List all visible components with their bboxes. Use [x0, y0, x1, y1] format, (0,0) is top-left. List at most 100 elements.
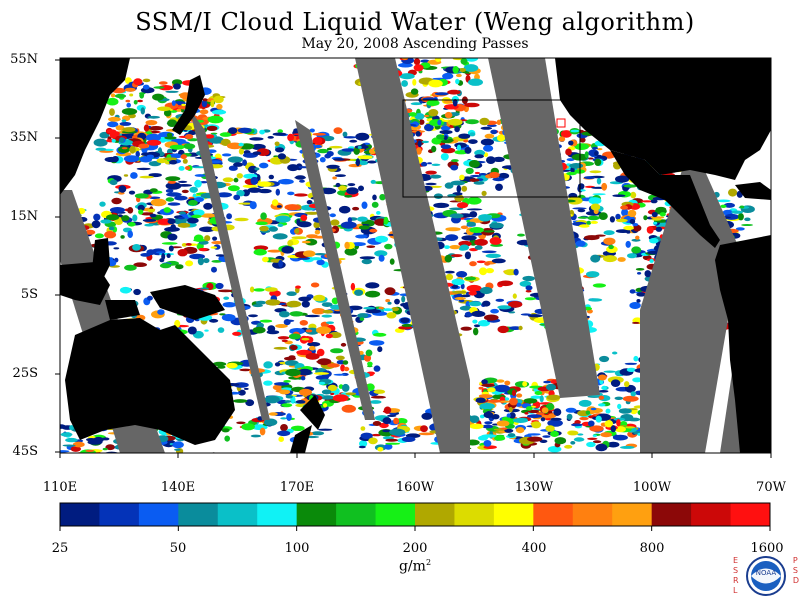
cloud-cell	[289, 311, 304, 317]
cloud-cell	[119, 286, 132, 294]
cloud-cell	[252, 151, 262, 155]
cloud-cell	[238, 142, 244, 147]
cloud-cell	[222, 177, 234, 183]
cloud-cell	[187, 217, 199, 224]
cloud-cell	[625, 426, 636, 429]
cloud-cell	[464, 251, 471, 260]
cloud-cell	[313, 294, 326, 302]
cloud-cell	[590, 407, 597, 411]
cloud-cell	[275, 215, 291, 223]
cloud-cell	[366, 245, 376, 248]
cloud-cell	[464, 276, 477, 281]
cloud-cell	[365, 282, 380, 289]
cloud-cell	[624, 381, 630, 388]
cloud-cell	[650, 199, 658, 204]
cloud-cell	[449, 245, 461, 250]
cloud-cell	[236, 190, 245, 197]
cloud-cell	[377, 346, 383, 353]
cloud-cell	[456, 202, 469, 209]
cloud-cell	[105, 444, 115, 451]
cloud-cell	[431, 145, 437, 153]
cloud-cell	[271, 199, 279, 207]
cloud-cell	[125, 99, 131, 103]
cloud-cell	[207, 115, 224, 124]
cloud-cell	[140, 107, 145, 115]
cloud-cell	[171, 79, 183, 86]
cloud-cell	[341, 148, 357, 152]
cloud-cell	[178, 211, 186, 215]
cloud-cell	[485, 268, 494, 274]
cloud-cell	[447, 138, 454, 142]
cloud-cell	[148, 173, 162, 178]
map-subtitle: May 20, 2008 Ascending Passes	[301, 36, 529, 52]
cloud-cell	[451, 254, 463, 258]
cloud-cell	[259, 225, 269, 232]
cloud-cell	[95, 147, 107, 151]
cloud-cell	[370, 395, 386, 399]
colorbar-swatch	[99, 503, 140, 526]
cloud-cell	[185, 260, 194, 267]
cloud-cell	[247, 187, 262, 193]
cloud-cell	[242, 184, 258, 188]
cloud-cell	[111, 138, 116, 143]
cloud-cell	[361, 258, 372, 265]
cloud-cell	[636, 292, 647, 297]
cloud-cell	[182, 158, 188, 164]
cloud-cell	[445, 227, 461, 232]
cloud-cell	[579, 189, 586, 192]
cloud-cell	[327, 363, 340, 368]
cloud-cell	[305, 329, 313, 333]
cloud-cell	[121, 119, 127, 123]
cloud-cell	[239, 368, 252, 372]
cloud-cell	[631, 246, 642, 254]
cloud-cell	[731, 210, 743, 214]
cloud-cell	[204, 134, 215, 139]
cloud-cell	[254, 167, 260, 171]
cloud-cell	[614, 396, 624, 400]
cloud-cell	[382, 308, 393, 312]
cloud-cell	[478, 214, 492, 222]
cloud-cell	[180, 154, 187, 160]
cloud-cell	[440, 125, 451, 131]
cloud-cell	[355, 158, 360, 167]
cloud-cell	[371, 201, 379, 208]
cloud-cell	[287, 191, 295, 196]
cloud-cell	[445, 273, 454, 281]
cloud-cell	[109, 179, 118, 186]
cloud-cell	[305, 353, 320, 360]
cloud-cell	[139, 175, 154, 179]
cloud-cell	[359, 440, 368, 448]
cloud-cell	[286, 413, 292, 421]
cloud-cell	[500, 427, 508, 430]
cloud-cell	[577, 208, 586, 213]
cloud-cell	[447, 118, 463, 126]
cloud-cell	[579, 224, 590, 228]
cloud-cell	[166, 192, 182, 197]
cloud-cell	[283, 380, 291, 383]
colorbar-label: 50	[169, 541, 187, 556]
cloud-cell	[454, 297, 466, 300]
cloud-cell	[586, 271, 600, 278]
cloud-cell	[211, 241, 224, 245]
cloud-cell	[236, 421, 246, 425]
cloud-cell	[126, 102, 131, 108]
cloud-cell	[629, 219, 636, 224]
cloud-cell	[583, 176, 596, 180]
cloud-cell	[357, 145, 362, 149]
cloud-cell	[607, 441, 620, 448]
cloud-cell	[111, 156, 119, 163]
cloud-cell	[461, 235, 477, 241]
cloud-cell	[221, 428, 230, 433]
cloud-cell	[278, 302, 286, 306]
cloud-cell	[267, 136, 274, 139]
cloud-cell	[629, 302, 641, 309]
cloud-cell	[728, 188, 738, 197]
cloud-cell	[311, 431, 325, 436]
cloud-cell	[495, 435, 505, 439]
cloud-cell	[140, 253, 151, 257]
cloud-cell	[632, 377, 643, 383]
cloud-cell	[170, 224, 176, 232]
cloud-cell	[284, 400, 292, 403]
cloud-cell	[464, 146, 472, 154]
cloud-cell	[359, 317, 365, 321]
